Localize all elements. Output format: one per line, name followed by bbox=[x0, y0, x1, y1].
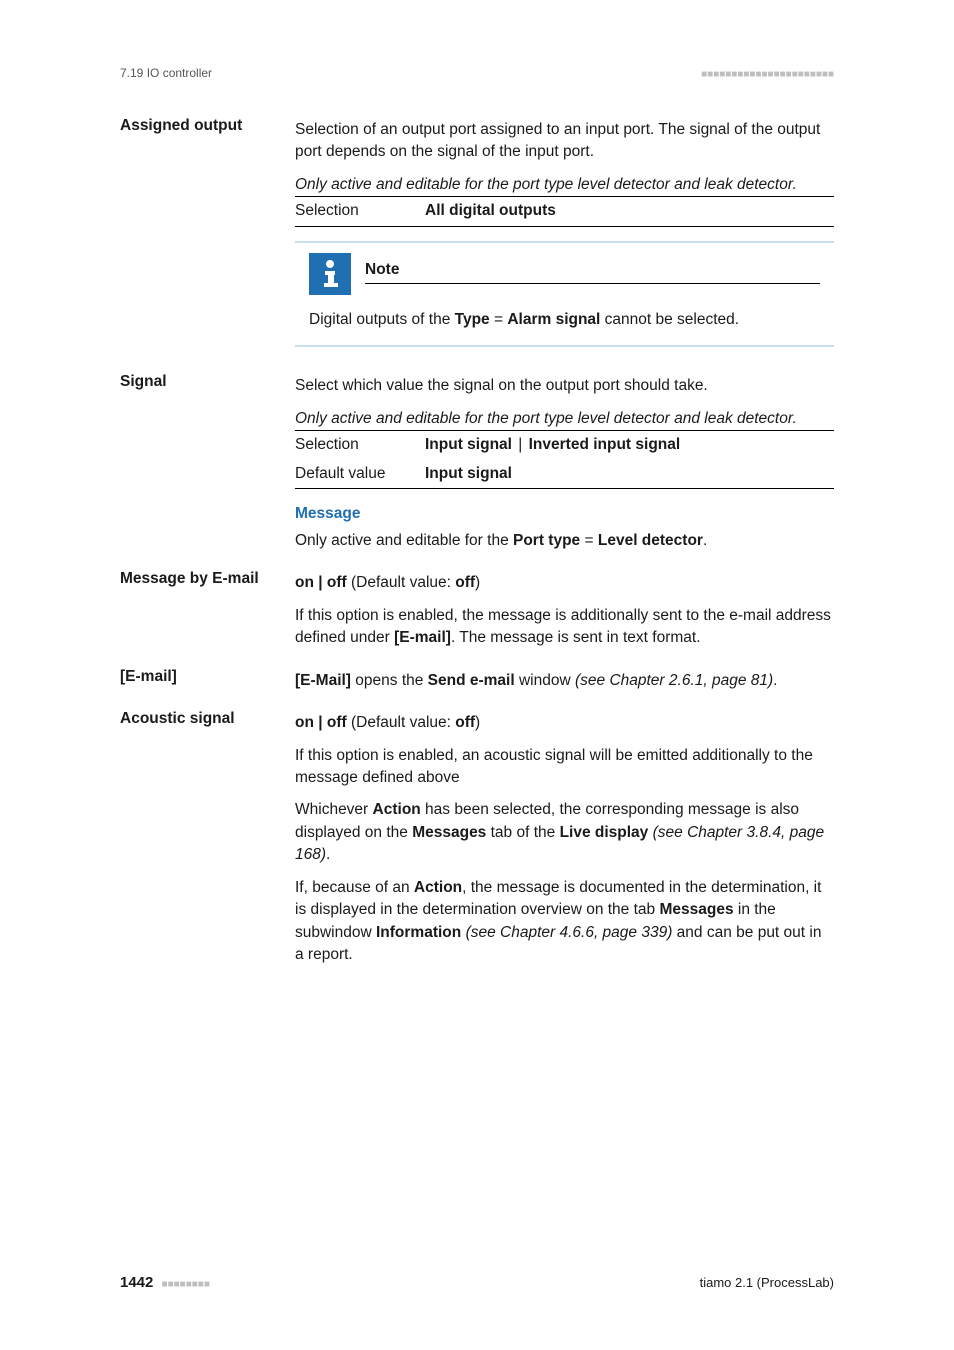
note-text-d: cannot be selected. bbox=[600, 311, 739, 328]
main-content: Assigned output Selection of an output p… bbox=[120, 115, 834, 983]
selection-value: All digital outputs bbox=[425, 197, 834, 226]
label-acoustic: Acoustic signal bbox=[120, 708, 295, 977]
acoustic-onoff: on | off (Default value: off) bbox=[295, 712, 834, 734]
body-assigned-output: Selection of an output port assigned to … bbox=[295, 115, 834, 365]
s5-onoff-d: ) bbox=[475, 714, 480, 731]
s3-c: . The message is sent in text format. bbox=[451, 629, 701, 646]
message-condition: Only active and editable for the Port ty… bbox=[295, 530, 834, 552]
footer-product: tiamo 2.1 (ProcessLab) bbox=[700, 1274, 834, 1293]
s5p2-d: Messages bbox=[412, 824, 486, 841]
s3-onoff-d: ) bbox=[475, 574, 480, 591]
heading-message: Message bbox=[295, 503, 834, 525]
s4-a: [E-Mail] bbox=[295, 672, 351, 689]
section-assigned-output: Assigned output Selection of an output p… bbox=[120, 115, 834, 365]
msg-eq: = bbox=[580, 532, 598, 549]
msg-c: Level detector bbox=[598, 532, 703, 549]
s5-onoff-a: on | off bbox=[295, 714, 347, 731]
s5p3-b: Action bbox=[414, 879, 462, 896]
note-text-eq: = bbox=[490, 311, 508, 328]
s3-onoff-c: off bbox=[455, 574, 475, 591]
message-email-onoff: on | off (Default value: off) bbox=[295, 572, 834, 594]
page-number: 1442 bbox=[120, 1274, 153, 1291]
s3-onoff-a: on | off bbox=[295, 574, 347, 591]
signal-def-value: Input signal bbox=[425, 460, 834, 489]
s5p3-f: Information bbox=[376, 924, 461, 941]
note-text-a: Digital outputs of the bbox=[309, 311, 455, 328]
s4-b: opens the bbox=[351, 672, 428, 689]
signal-selection-table: Selection Input signal | Inverted input … bbox=[295, 430, 834, 489]
signal-desc: Select which value the signal on the out… bbox=[295, 375, 834, 397]
assigned-output-desc: Selection of an output port assigned to … bbox=[295, 119, 834, 164]
note-text-alarm: Alarm signal bbox=[507, 311, 600, 328]
signal-def-key: Default value bbox=[295, 460, 425, 489]
signal-sel-value: Input signal | Inverted input signal bbox=[425, 431, 834, 460]
acoustic-p3: If, because of an Action, the message is… bbox=[295, 877, 834, 967]
s5p2-b: Action bbox=[373, 801, 421, 818]
section-message-email: Message by E-mail on | off (Default valu… bbox=[120, 568, 834, 659]
signal-sel-v2: Inverted input signal bbox=[529, 436, 681, 453]
acoustic-p1: If this option is enabled, an acoustic s… bbox=[295, 745, 834, 790]
section-signal: Signal Select which value the signal on … bbox=[120, 371, 834, 562]
body-acoustic: on | off (Default value: off) If this op… bbox=[295, 708, 834, 977]
body-signal: Select which value the signal on the out… bbox=[295, 371, 834, 562]
signal-condition: Only active and editable for the port ty… bbox=[295, 408, 834, 430]
selection-key: Selection bbox=[295, 197, 425, 226]
assigned-output-selection-table: Selection All digital outputs bbox=[295, 196, 834, 226]
s5p3-a: If, because of an bbox=[295, 879, 414, 896]
header-decoration: ■■■■■■■■■■■■■■■■■■■■■■ bbox=[701, 62, 834, 84]
s4-c: Send e-mail bbox=[428, 672, 515, 689]
signal-sel-v1: Input signal bbox=[425, 436, 512, 453]
label-email: [E-mail] bbox=[120, 666, 295, 702]
note-box: Note Digital outputs of the Type = Alarm… bbox=[295, 241, 834, 347]
s5-onoff-b: (Default value: bbox=[347, 714, 456, 731]
s4-e: (see Chapter 2.6.1, page 81) bbox=[575, 672, 773, 689]
s3-b: [E-mail] bbox=[394, 629, 451, 646]
header-section: 7.19 IO controller bbox=[120, 65, 212, 82]
s5p2-f: Live display bbox=[560, 824, 649, 841]
page-footer: 1442 ■■■■■■■■ tiamo 2.1 (ProcessLab) bbox=[120, 1272, 834, 1294]
msg-d: . bbox=[703, 532, 707, 549]
note-body: Digital outputs of the Type = Alarm sign… bbox=[309, 309, 820, 331]
msg-b: Port type bbox=[513, 532, 580, 549]
body-email: [E-Mail] opens the Send e-mail window (s… bbox=[295, 666, 834, 702]
footer-dots: ■■■■■■■■ bbox=[162, 1279, 210, 1290]
signal-sel-sep: | bbox=[514, 436, 527, 453]
label-message-email: Message by E-mail bbox=[120, 568, 295, 659]
msg-a: Only active and editable for the bbox=[295, 532, 513, 549]
s4-f: . bbox=[773, 672, 777, 689]
note-head: Note bbox=[309, 253, 820, 295]
body-message-email: on | off (Default value: off) If this op… bbox=[295, 568, 834, 659]
note-title: Note bbox=[365, 253, 820, 284]
signal-sel-key: Selection bbox=[295, 431, 425, 460]
email-desc: [E-Mail] opens the Send e-mail window (s… bbox=[295, 670, 834, 692]
s5p3-h: (see Chapter 4.6.6, page 339) bbox=[466, 924, 673, 941]
s5p2-i: . bbox=[326, 846, 330, 863]
page-header: 7.19 IO controller ■■■■■■■■■■■■■■■■■■■■■… bbox=[120, 62, 834, 84]
section-acoustic: Acoustic signal on | off (Default value:… bbox=[120, 708, 834, 977]
acoustic-p2: Whichever Action has been selected, the … bbox=[295, 799, 834, 866]
s5p2-a: Whichever bbox=[295, 801, 373, 818]
label-signal: Signal bbox=[120, 371, 295, 562]
s3-onoff-b: (Default value: bbox=[347, 574, 456, 591]
s5p3-d: Messages bbox=[659, 901, 733, 918]
s5-onoff-c: off bbox=[455, 714, 475, 731]
info-icon bbox=[309, 253, 351, 295]
message-email-desc: If this option is enabled, the message i… bbox=[295, 605, 834, 650]
label-assigned-output: Assigned output bbox=[120, 115, 295, 365]
note-text-type: Type bbox=[455, 311, 490, 328]
header-dots: ■■■■■■■■■■■■■■■■■■■■■■ bbox=[701, 69, 834, 80]
section-email: [E-mail] [E-Mail] opens the Send e-mail … bbox=[120, 666, 834, 702]
s5p2-e: tab of the bbox=[486, 824, 559, 841]
footer-page-number: 1442 ■■■■■■■■ bbox=[120, 1272, 210, 1294]
assigned-output-condition: Only active and editable for the port ty… bbox=[295, 174, 834, 196]
s4-d: window bbox=[515, 672, 575, 689]
